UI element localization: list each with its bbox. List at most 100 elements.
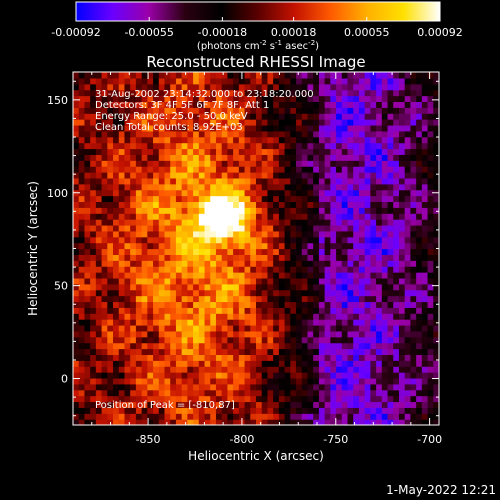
heatmap-cell [301, 330, 309, 338]
heatmap-cell [393, 354, 400, 361]
heatmap-cell [141, 89, 148, 97]
heatmap-cell [204, 113, 211, 120]
heatmap-cell [170, 413, 177, 420]
heatmap-cell [164, 172, 171, 179]
heatmap-cell [427, 330, 434, 338]
heatmap-cell [170, 136, 177, 144]
heatmap-cell [301, 219, 309, 226]
heatmap-cell [387, 407, 394, 414]
heatmap-cell [433, 342, 439, 350]
heatmap-cell [278, 413, 286, 420]
heatmap-cell [256, 407, 263, 414]
heatmap-cell [84, 77, 91, 85]
heatmap-cell [170, 95, 177, 103]
heatmap-cell [290, 324, 297, 332]
heatmap-cell [101, 266, 108, 273]
heatmap-cell [330, 72, 337, 79]
heatmap-cell [261, 160, 269, 167]
heatmap-cell [210, 189, 217, 197]
heatmap-cell [353, 377, 360, 385]
heatmap-cell [370, 183, 377, 191]
colorbar-tick-label: 0.00092 [417, 26, 463, 39]
heatmap-cell [181, 189, 188, 197]
heatmap-cell [204, 130, 211, 138]
heatmap-cell [141, 166, 148, 173]
heatmap-cell [101, 189, 108, 197]
heatmap-cell [416, 189, 423, 197]
heatmap-cell [296, 142, 303, 150]
heatmap-cell [290, 142, 297, 150]
heatmap-cell [227, 119, 234, 126]
heatmap-cell [307, 177, 314, 185]
heatmap-cell [107, 277, 114, 285]
heatmap-cell [164, 242, 171, 250]
heatmap-cell [118, 324, 126, 332]
heatmap-cell [84, 201, 91, 208]
heatmap-cell [135, 201, 143, 208]
heatmap-cell [301, 366, 309, 373]
heatmap-cell [210, 324, 217, 332]
heatmap-cell [244, 119, 251, 126]
heatmap-cell [244, 242, 251, 250]
heatmap-cell [84, 189, 91, 197]
heatmap-cell [153, 130, 160, 138]
heatmap-cell [341, 183, 349, 191]
heatmap-cell [244, 260, 251, 267]
heatmap-cell [124, 324, 131, 332]
heatmap-cell [135, 324, 143, 332]
heatmap-cell [416, 207, 423, 214]
heatmap-cell [273, 130, 280, 138]
heatmap-cell [416, 101, 423, 108]
heatmap-cell [273, 248, 280, 255]
heatmap-cell [261, 136, 269, 144]
heatmap-cell [147, 207, 154, 214]
heatmap-cell [181, 83, 188, 91]
heatmap-cell [358, 236, 366, 244]
heatmap-cell [90, 195, 97, 203]
heatmap-cell [296, 354, 303, 361]
heatmap-cell [416, 289, 423, 297]
heatmap-cell [107, 389, 114, 397]
heatmap-cell [336, 419, 343, 425]
heatmap-cell [90, 342, 97, 350]
heatmap-cell [181, 160, 188, 167]
heatmap-cell [427, 360, 434, 367]
heatmap-cell [101, 289, 108, 297]
heatmap-cell [273, 307, 280, 314]
heatmap-cell [336, 330, 343, 338]
heatmap-cell [387, 383, 394, 391]
heatmap-cell [324, 154, 331, 161]
heatmap-cell [204, 236, 211, 244]
heatmap-cell [158, 272, 166, 279]
heatmap-cell [364, 342, 371, 350]
heatmap-cell [164, 136, 171, 144]
heatmap-cell [256, 260, 263, 267]
colorbar-gradient [75, 1, 441, 22]
heatmap-cell [347, 224, 354, 232]
heatmap-cell [341, 172, 349, 179]
heatmap-cell [267, 236, 274, 244]
heatmap-cell [135, 101, 143, 108]
heatmap-cell [250, 372, 257, 379]
heatmap-cell [95, 130, 103, 138]
heatmap-cell [381, 283, 389, 291]
heatmap-cell [170, 360, 177, 367]
heatmap-cell [324, 136, 331, 144]
heatmap-cell [187, 77, 194, 85]
heatmap-cell [204, 336, 211, 344]
heatmap-cell [118, 260, 126, 267]
heatmap-cell [187, 219, 194, 226]
heatmap-cell [78, 148, 86, 155]
heatmap-cell [273, 101, 280, 108]
heatmap-cell [284, 177, 291, 185]
heatmap-cell [416, 160, 423, 167]
heatmap-cell [101, 383, 108, 391]
heatmap-cell [135, 248, 143, 255]
heatmap-cell [193, 383, 200, 391]
heatmap-cell [107, 372, 114, 379]
heatmap-cell [135, 95, 143, 103]
heatmap-cell [95, 201, 103, 208]
heatmap-cell [227, 377, 234, 385]
colorbar-unit-end: asec [282, 41, 308, 52]
heatmap-cell [318, 172, 326, 179]
